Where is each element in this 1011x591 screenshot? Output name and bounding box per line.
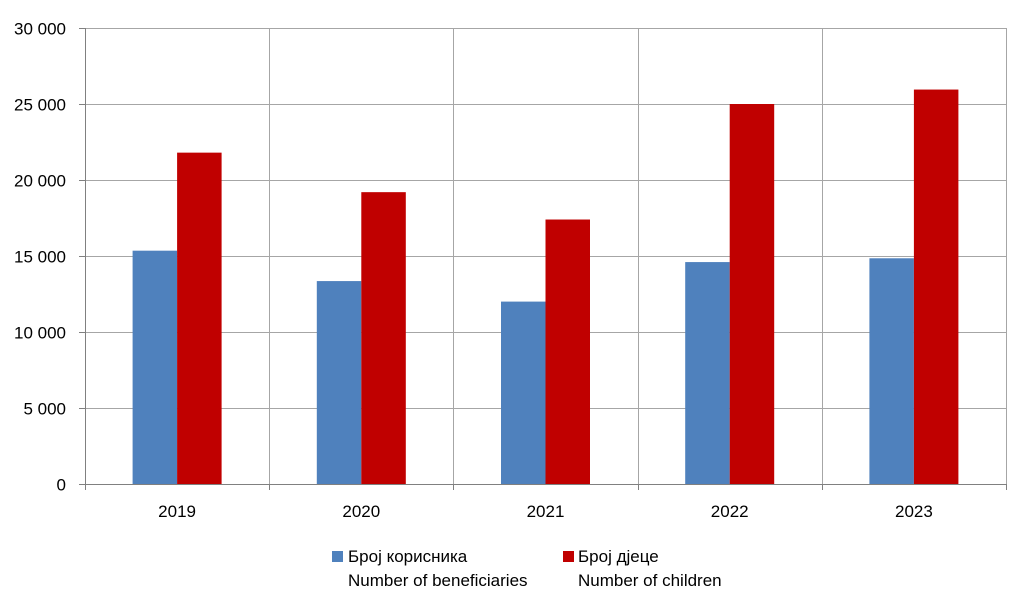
legend-swatch-children xyxy=(563,551,574,562)
bar-children-2021 xyxy=(545,219,590,484)
y-tick-label: 25 000 xyxy=(14,96,66,115)
legend-label-beneficiaries-en: Number of beneficiaries xyxy=(348,571,528,590)
axes xyxy=(79,28,1007,490)
bars xyxy=(132,89,959,484)
legend-label-children: Број дјеце xyxy=(578,547,659,566)
bar-beneficiaries-2021 xyxy=(501,301,546,484)
legend-swatch-beneficiaries xyxy=(332,551,343,562)
bar-children-2020 xyxy=(361,192,406,484)
bar-beneficiaries-2023 xyxy=(869,258,914,484)
bar-children-2022 xyxy=(729,104,775,484)
bar-children-2023 xyxy=(913,89,959,484)
grid-lines xyxy=(85,28,1007,484)
y-tick-label: 5 000 xyxy=(23,400,66,419)
legend-label-beneficiaries: Број корисника xyxy=(348,547,468,566)
legend: Број корисника Number of beneficiaries Б… xyxy=(332,547,722,590)
y-tick-label: 20 000 xyxy=(14,172,66,191)
x-tick-label: 2019 xyxy=(158,502,196,521)
y-tick-label: 10 000 xyxy=(14,324,66,343)
x-axis-tick-labels: 2019 2020 2021 2022 2023 xyxy=(158,502,933,521)
y-tick-label: 0 xyxy=(57,476,66,495)
bar-beneficiaries-2019 xyxy=(132,250,178,484)
x-tick-label: 2023 xyxy=(895,502,933,521)
x-tick-label: 2020 xyxy=(342,502,380,521)
y-tick-label: 15 000 xyxy=(14,248,66,267)
y-tick-label: 30 000 xyxy=(14,20,66,39)
legend-label-children-en: Number of children xyxy=(578,571,722,590)
bar-children-2019 xyxy=(177,152,222,484)
bar-beneficiaries-2022 xyxy=(685,262,730,484)
bar-beneficiaries-2020 xyxy=(316,281,362,484)
y-axis-tick-labels: 0 5 000 10 000 15 000 20 000 25 000 30 000 xyxy=(14,20,66,495)
x-tick-label: 2022 xyxy=(711,502,749,521)
x-tick-label: 2021 xyxy=(527,502,565,521)
